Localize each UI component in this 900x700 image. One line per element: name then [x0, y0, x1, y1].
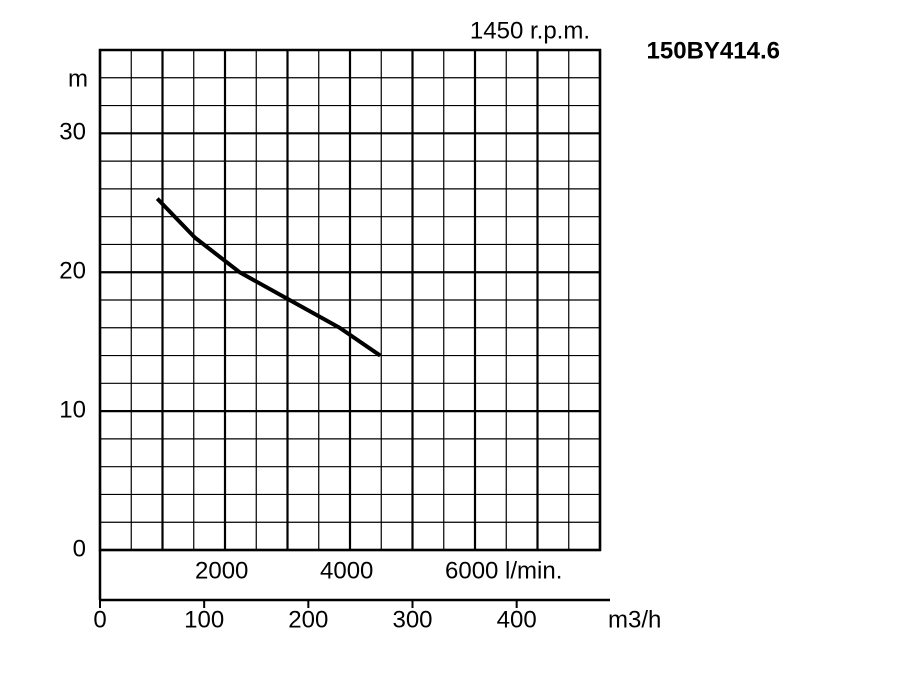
curve [155, 197, 382, 358]
x-tick-label: 200 [288, 606, 328, 633]
x-tick-label: 300 [392, 606, 432, 633]
x-tick-label: 0 [93, 606, 106, 633]
x-tick-label: 400 [497, 606, 537, 633]
x2-tick-label: 4000 [320, 557, 373, 584]
y-tick-label: 30 [59, 119, 86, 146]
x-axis-label: m3/h [608, 606, 661, 633]
y-tick-label: 20 [59, 258, 86, 285]
y-axis-label: m [68, 65, 88, 92]
chart-title: 150BY414.6 [647, 37, 780, 64]
annotation: 1450 r.p.m. [470, 17, 590, 44]
plot-frame [98, 48, 602, 552]
x-tick-label: 100 [184, 606, 224, 633]
y-tick-label: 0 [73, 535, 86, 562]
y-tick-label: 10 [59, 396, 86, 423]
x2-tick-label: 2000 [195, 557, 248, 584]
x2-tick-label: 6000 l/min. [445, 557, 562, 584]
